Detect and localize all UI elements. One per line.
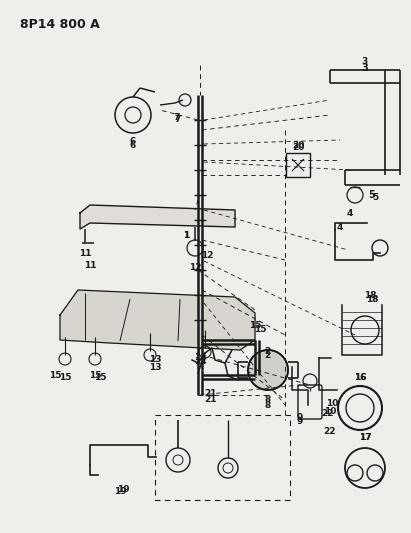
- Text: 20: 20: [292, 141, 304, 149]
- Text: 3: 3: [362, 58, 368, 67]
- Text: 5: 5: [369, 190, 375, 200]
- Text: 12: 12: [189, 263, 201, 272]
- Text: 4: 4: [337, 223, 343, 232]
- Text: 13: 13: [149, 356, 161, 365]
- Text: 11: 11: [84, 261, 96, 270]
- Text: 19: 19: [117, 486, 129, 495]
- Text: 20: 20: [292, 143, 304, 152]
- Text: 22: 22: [322, 408, 334, 417]
- Text: 15: 15: [49, 370, 61, 379]
- Text: 13: 13: [149, 364, 161, 373]
- Text: 7: 7: [175, 116, 181, 125]
- Text: 10: 10: [324, 408, 336, 416]
- Polygon shape: [80, 205, 235, 229]
- Text: 21: 21: [204, 395, 216, 405]
- Text: 9: 9: [297, 417, 303, 426]
- Text: 22: 22: [324, 427, 336, 437]
- Text: 2: 2: [264, 351, 270, 360]
- Text: 12: 12: [201, 251, 213, 260]
- Text: 6: 6: [130, 141, 136, 150]
- Text: 15: 15: [249, 320, 261, 329]
- Text: 4: 4: [347, 208, 353, 217]
- Text: 19: 19: [114, 488, 126, 497]
- Text: 17: 17: [359, 433, 371, 442]
- Text: 15: 15: [254, 326, 266, 335]
- Text: 14: 14: [194, 352, 206, 361]
- Text: 18: 18: [366, 295, 378, 304]
- Text: 5: 5: [372, 193, 378, 203]
- Text: 15: 15: [94, 374, 106, 383]
- Text: 18: 18: [364, 290, 376, 300]
- Text: 8: 8: [265, 395, 271, 405]
- Text: 16: 16: [354, 374, 366, 383]
- Text: 16: 16: [354, 374, 366, 383]
- Text: 8: 8: [265, 400, 271, 409]
- Text: 15: 15: [59, 374, 71, 383]
- Text: 1: 1: [183, 230, 189, 239]
- Text: 1: 1: [183, 230, 189, 239]
- Text: 11: 11: [79, 248, 91, 257]
- Text: 15: 15: [89, 370, 101, 379]
- Text: 2: 2: [264, 348, 270, 357]
- Text: 9: 9: [297, 413, 303, 422]
- Text: 21: 21: [204, 389, 216, 398]
- Polygon shape: [60, 290, 255, 350]
- Text: 3: 3: [362, 63, 368, 73]
- Text: 14: 14: [194, 358, 206, 367]
- Text: 17: 17: [359, 433, 371, 442]
- Text: 6: 6: [130, 138, 136, 147]
- Circle shape: [248, 350, 288, 390]
- Text: 8P14 800 A: 8P14 800 A: [20, 18, 100, 31]
- Text: 7: 7: [174, 114, 180, 123]
- Text: 10: 10: [326, 399, 338, 408]
